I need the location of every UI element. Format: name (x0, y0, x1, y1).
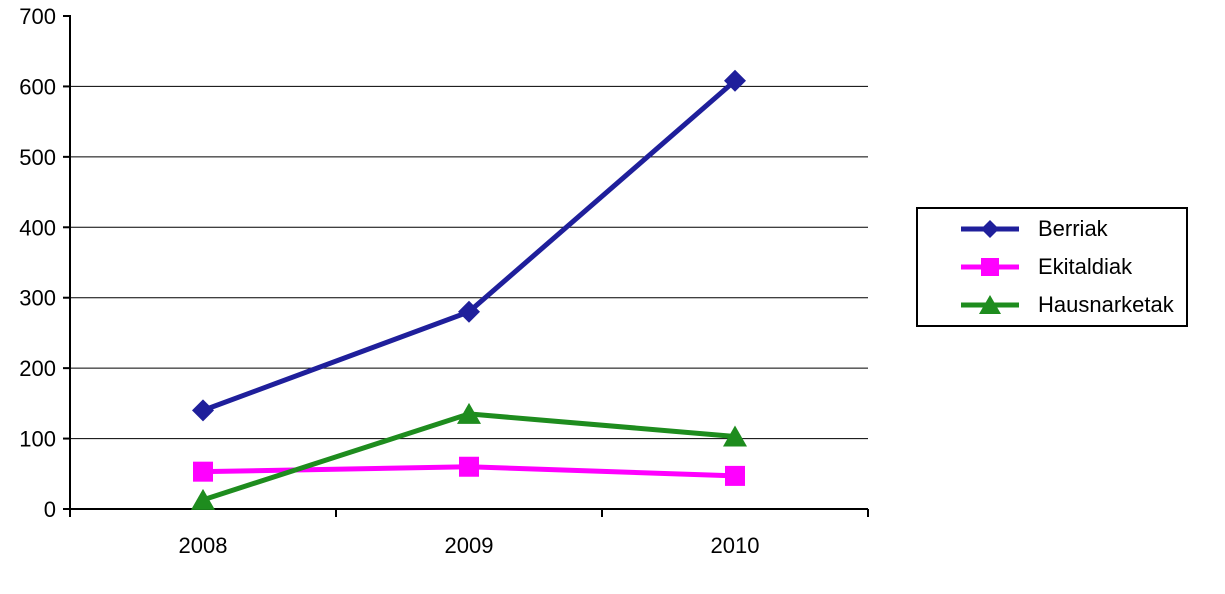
legend-item-ekitaldiak: Ekitaldiak (958, 248, 1186, 286)
legend-label-ekitaldiak: Ekitaldiak (1038, 254, 1133, 279)
marker-hausnarketak-2010 (723, 425, 747, 447)
y-axis-tick-label-400: 400 (19, 215, 56, 240)
series-line-berriak (202, 78, 737, 413)
y-axis-tick-label-500: 500 (19, 145, 56, 170)
legend: Berriak Ekitaldiak Hausnarketak (916, 207, 1188, 327)
y-axis-tick-label-100: 100 (19, 427, 56, 452)
legend-item-hausnarketak: Hausnarketak (958, 286, 1186, 324)
marker-ekitaldiak-2009 (459, 456, 479, 477)
x-axis-tick-label-2009: 2009 (445, 533, 494, 558)
y-axis-tick-label-200: 200 (19, 356, 56, 381)
y-axis-tick-label-600: 600 (19, 74, 56, 99)
marker-berriak-2008 (192, 399, 214, 422)
y-axis-tick-label-700: 700 (19, 4, 56, 29)
legend-key-square-marker-icon (961, 258, 1019, 276)
marker-berriak-2010 (724, 69, 746, 92)
legend-item-berriak: Berriak (958, 210, 1186, 248)
y-axis-tick-label-0: 0 (44, 497, 56, 522)
marker-berriak-2009 (458, 300, 480, 323)
marker-ekitaldiak-2010 (725, 465, 745, 486)
legend-key-diamond-marker-icon (961, 220, 1019, 238)
x-axis-tick-label-2008: 2008 (179, 533, 228, 558)
x-axis-tick-label-2010: 2010 (711, 533, 760, 558)
y-axis-tick-label-300: 300 (19, 286, 56, 311)
legend-label-berriak: Berriak (1038, 216, 1108, 241)
marker-ekitaldiak-2008 (193, 461, 213, 482)
legend-label-hausnarketak: Hausnarketak (1038, 292, 1174, 317)
marker-hausnarketak-2009 (457, 402, 481, 424)
legend-key-triangle-marker-icon (961, 295, 1019, 314)
marker-hausnarketak-2008 (191, 488, 215, 510)
